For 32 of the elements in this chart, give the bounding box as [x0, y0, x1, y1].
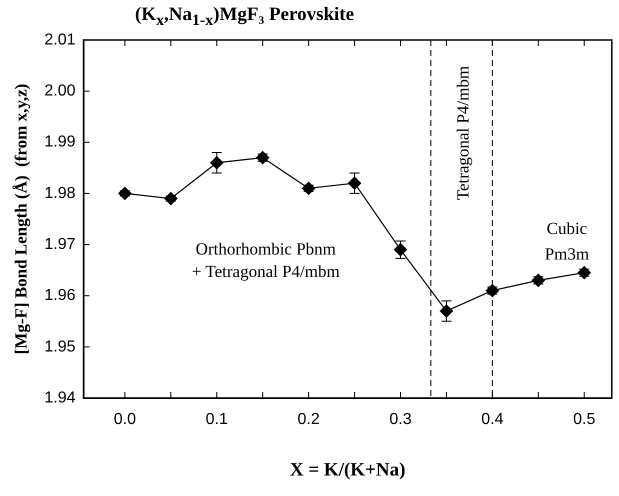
y-tick-label: 1.97: [44, 236, 76, 253]
y-tick-label: 1.98: [44, 184, 76, 202]
x-tick-label: 0.5: [573, 411, 596, 428]
annotation: + Tetragonal P4/mbm: [192, 262, 340, 282]
point: [164, 192, 178, 206]
point: [348, 176, 362, 190]
x-tick-label: 0.0: [114, 411, 136, 428]
point: [440, 304, 454, 318]
x-tick-label: 0.2: [298, 411, 320, 428]
annotation: Tetragonal P4/mbm: [453, 66, 472, 200]
x-tick-label: 0.1: [206, 411, 228, 428]
x-tick-label: 0.3: [389, 411, 412, 428]
chart-title: (K$_{x}$,Na$_{1-x}$)MgF₃ Perovskite: [135, 4, 354, 30]
y-tick-label: 1.96: [44, 287, 76, 304]
y-tick-label: 2.01: [44, 31, 76, 48]
point: [578, 266, 591, 280]
point: [394, 243, 408, 256]
x-tick-label: 0.4: [481, 411, 504, 428]
point: [256, 151, 270, 164]
point: [532, 274, 545, 287]
point: [486, 284, 499, 298]
y-tick-label: 2.00: [44, 82, 76, 100]
y-tick-label: 1.95: [44, 338, 76, 356]
point: [210, 156, 224, 170]
x-axis-title: X = K/(K+Na): [290, 460, 406, 481]
point: [302, 182, 316, 195]
y-axis-title: [Mg-F] Bond Length (Å) (from x,y,z): [12, 84, 31, 354]
annotation: Cubic: [546, 219, 588, 238]
y-tick-label: 1.94: [44, 389, 76, 406]
annotation: Pm3m: [544, 244, 590, 264]
y-tick-label: 1.99: [44, 134, 76, 151]
annotation: Orthorhombic Pbnm: [196, 239, 336, 258]
